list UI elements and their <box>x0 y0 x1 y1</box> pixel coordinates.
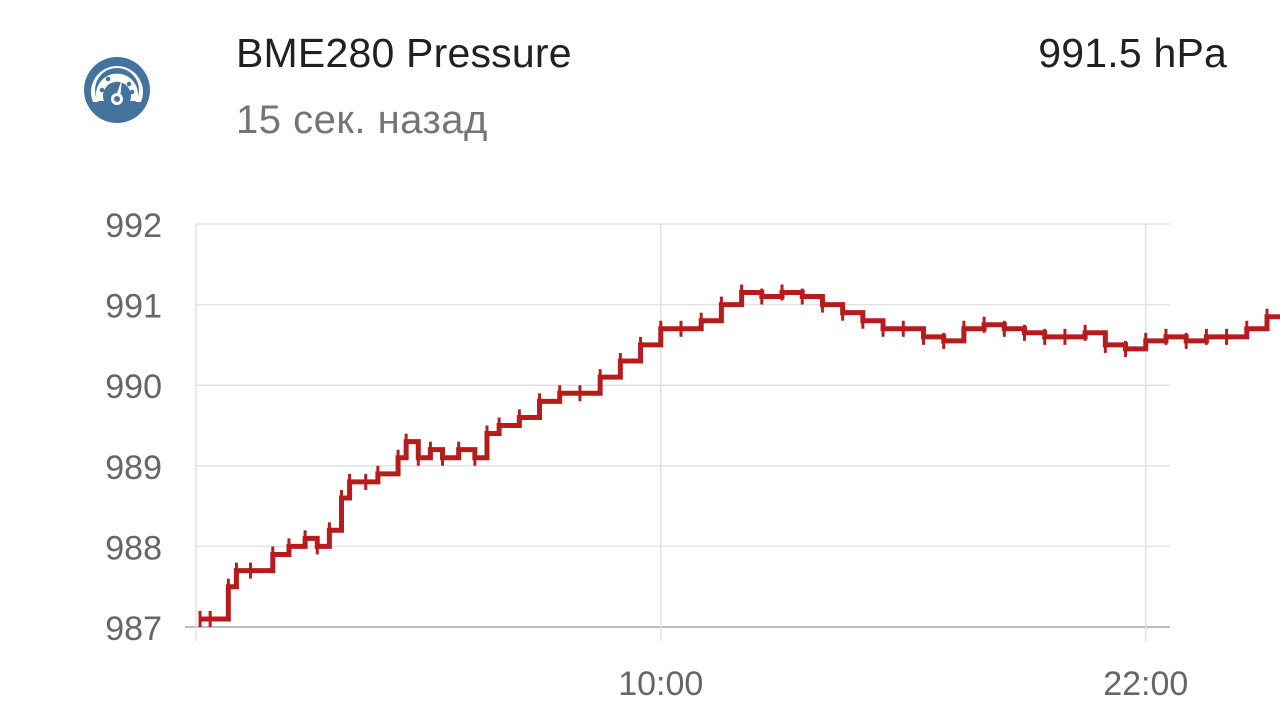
x-tick-label: 10:00 <box>618 665 703 703</box>
x-tick-label: 22:00 <box>1103 665 1188 703</box>
gauge-icon <box>84 57 150 123</box>
y-tick-label: 991 <box>105 288 162 326</box>
y-tick-label: 988 <box>105 529 162 567</box>
series-line <box>200 290 1280 622</box>
series-layer <box>198 284 1280 627</box>
current-value: 991.5 hPa <box>1038 30 1227 76</box>
chart-grid <box>185 223 1170 641</box>
sensor-title[interactable]: BME280 Pressure <box>236 30 572 76</box>
x-axis: 10:00 22:00 <box>618 665 1188 703</box>
last-updated-text: 15 сек. назад <box>236 98 488 142</box>
y-tick-label: 992 <box>105 207 162 245</box>
y-tick-label: 990 <box>105 368 162 406</box>
y-tick-label: 989 <box>105 449 162 487</box>
y-axis: 987 988 989 990 991 992 <box>105 207 162 648</box>
y-tick-label: 987 <box>105 610 162 648</box>
